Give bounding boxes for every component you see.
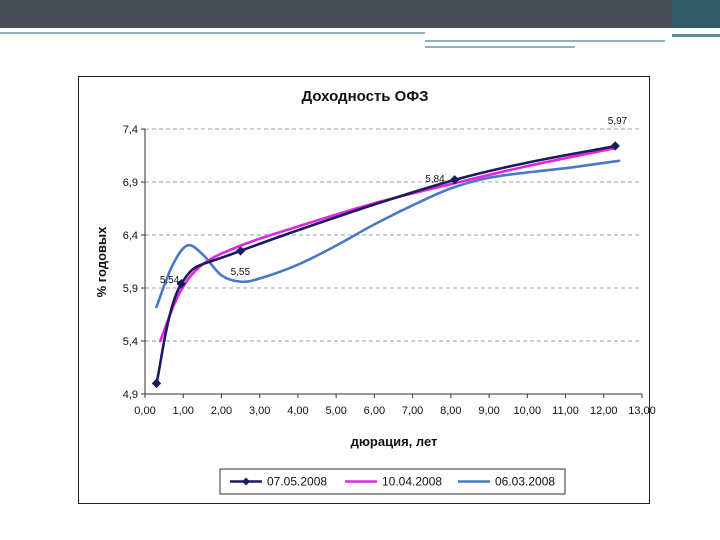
y-axis-label: % годовых <box>94 226 109 297</box>
series-line <box>155 144 617 385</box>
legend-marker <box>242 477 250 486</box>
decorative-line <box>0 32 425 34</box>
x-tick-label: 13,00 <box>628 405 656 417</box>
data-label: 5,54 <box>160 275 180 286</box>
y-tick-label: 6,4 <box>123 230 138 242</box>
y-tick-label: 7,4 <box>123 124 138 136</box>
x-tick-label: 0,00 <box>134 405 155 417</box>
data-label: 5,97 <box>608 116 628 127</box>
series-group <box>151 141 621 389</box>
x-tick-label: 1,00 <box>173 405 194 417</box>
x-tick-label: 8,00 <box>440 405 461 417</box>
x-tick-label: 3,00 <box>249 405 270 417</box>
legend: 07.05.2008 10.04.2008 06.03.2008 <box>219 468 566 495</box>
y-tick-label: 4,9 <box>123 389 138 401</box>
slide-top-bar <box>0 0 720 28</box>
data-labels: 5,54 5,55 5,84 5,97 <box>160 116 628 286</box>
x-tick-label: 6,00 <box>364 405 385 417</box>
grid <box>145 128 642 342</box>
series-line <box>155 159 621 309</box>
x-tick-label: 2,00 <box>211 405 232 417</box>
x-tick-label: 7,00 <box>402 405 423 417</box>
x-tick-label: 10,00 <box>514 405 542 417</box>
chart-frame <box>78 76 650 504</box>
legend-label: 07.05.2008 <box>267 475 327 489</box>
data-point-marker <box>151 378 162 389</box>
data-label: 5,84 <box>425 174 445 185</box>
x-tick-label: 12,00 <box>590 405 618 417</box>
data-point-marker <box>610 141 620 151</box>
y-tick-label: 5,9 <box>123 283 138 295</box>
decorative-line <box>425 40 665 42</box>
data-point-marker <box>176 279 187 289</box>
data-label: 5,55 <box>231 267 251 278</box>
slide-top-bar-accent <box>672 0 720 28</box>
x-tick-label: 5,00 <box>325 405 346 417</box>
decorative-line <box>672 34 720 37</box>
x-tick-label: 4,00 <box>287 405 308 417</box>
x-axis-label: дюрация, лет <box>351 434 438 449</box>
decorative-line <box>425 46 575 48</box>
y-tick-label: 6,9 <box>123 177 138 189</box>
y-tick-label: 5,4 <box>123 336 138 348</box>
axes: 4,9 5,4 5,9 6,4 6,9 7,4 0,00 1,00 2,00 3,00 4,00 5,… <box>123 124 656 417</box>
legend-label: 10.04.2008 <box>382 475 442 489</box>
chart-title: Доходность ОФЗ <box>301 88 428 105</box>
legend-label: 06.03.2008 <box>495 475 555 489</box>
x-tick-label: 9,00 <box>478 405 499 417</box>
x-tick-label: 11,00 <box>552 405 579 417</box>
data-point-marker <box>449 175 460 185</box>
series-line <box>158 146 617 343</box>
legend-box <box>219 468 566 495</box>
data-point-marker <box>235 246 246 256</box>
